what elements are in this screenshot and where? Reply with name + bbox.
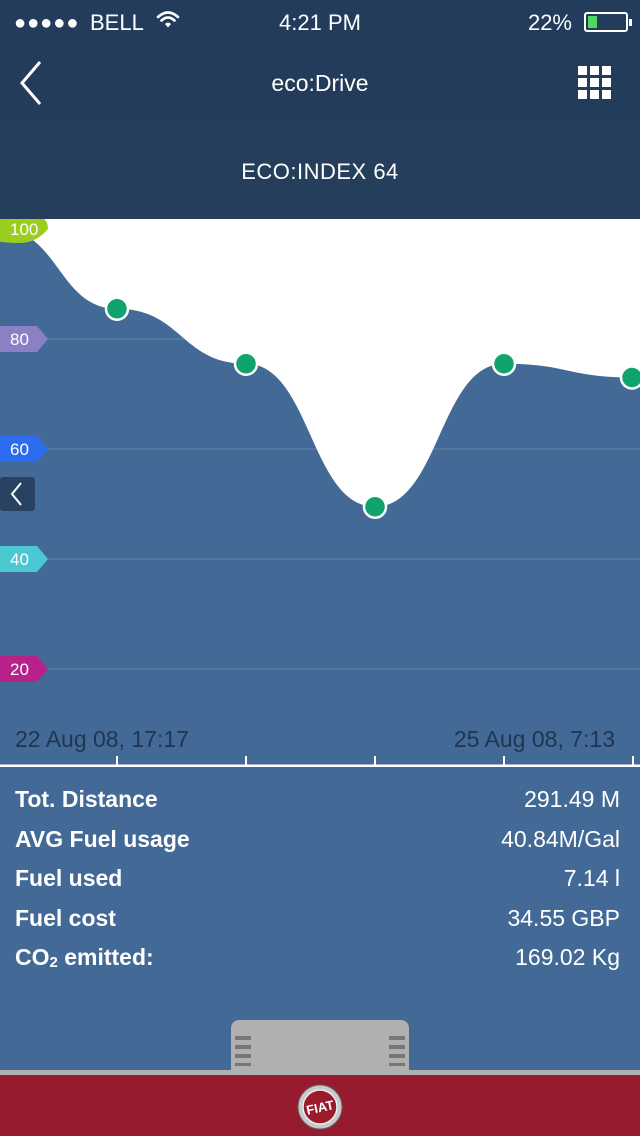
x-label-start: 22 Aug 08, 17:17: [15, 726, 189, 752]
y-tick-badge: [0, 219, 48, 243]
stat-row-fuel-used: Fuel used 7.14 l: [0, 859, 640, 899]
stat-value: 7.14 l: [563, 865, 620, 891]
stat-label: Tot. Distance: [15, 786, 158, 812]
signal-strength: ●●●●●: [14, 12, 80, 34]
battery-percent: 22%: [527, 10, 572, 35]
x-label-end: 25 Aug 08, 7:13: [454, 726, 615, 752]
grip-icon: [389, 1036, 405, 1066]
chevron-left-icon[interactable]: [14, 58, 54, 108]
data-point: [233, 351, 259, 376]
y-tick-badge: [0, 546, 48, 572]
y-tick-label: 80: [10, 330, 29, 349]
page-title: eco:Drive: [271, 70, 369, 96]
data-point: [491, 351, 517, 376]
y-tick-label: 60: [10, 440, 29, 459]
wifi-icon: [156, 11, 180, 28]
stat-row-co2: CO2 emitted: 169.02 Kg: [0, 938, 640, 978]
data-point: [104, 296, 130, 321]
eco-index-header: ECO:INDEX 64: [0, 122, 640, 219]
y-tick-label: 100: [10, 220, 38, 239]
stat-row-distance: Tot. Distance 291.49 M: [0, 780, 640, 820]
trip-stats: Tot. Distance 291.49 M AVG Fuel usage 40…: [0, 780, 640, 978]
svg-text:FIAT: FIAT: [305, 1097, 335, 1117]
stat-value: 40.84M/Gal: [501, 825, 620, 852]
y-tick-badge: [0, 326, 48, 352]
status-bar: ●●●●● BELL 4:21 PM 22%: [0, 0, 640, 44]
stat-label: Fuel cost: [15, 904, 116, 931]
drawer-handle[interactable]: [231, 1020, 409, 1074]
stat-label: Fuel used: [15, 865, 123, 891]
data-point: [362, 494, 388, 519]
stat-value: 169.02 Kg: [515, 944, 620, 970]
bottom-bar: FIAT: [0, 1070, 640, 1136]
stat-row-avg-fuel: AVG Fuel usage 40.84M/Gal: [0, 820, 640, 860]
scroll-left-button[interactable]: [0, 477, 35, 511]
stat-label: AVG Fuel usage: [15, 825, 190, 852]
y-tick-badge: [0, 656, 48, 682]
clock: 4:21 PM: [279, 10, 361, 35]
grid-icon[interactable]: [578, 66, 612, 100]
stat-label: CO2 emitted:: [15, 944, 154, 971]
nav-bar: eco:Drive: [0, 44, 640, 122]
grip-icon: [235, 1036, 251, 1066]
chart-area: [0, 229, 640, 767]
stat-row-fuel-cost: Fuel cost 34.55 GBP: [0, 899, 640, 939]
y-tick-badge: [0, 436, 48, 462]
fiat-logo[interactable]: FIAT: [297, 1084, 343, 1130]
carrier-name: BELL: [90, 10, 144, 35]
battery-icon: [584, 12, 632, 32]
data-point: [619, 365, 640, 390]
eco-index-label: ECO:INDEX 64: [241, 159, 399, 184]
chevron-left-icon: [10, 482, 22, 506]
stat-value: 291.49 M: [524, 786, 620, 812]
stat-value: 34.55 GBP: [507, 904, 620, 931]
eco-index-chart: 22 Aug 08, 17:17 25 Aug 08, 7:13 100 80 60 40…: [0, 219, 640, 767]
y-tick-label: 20: [10, 660, 29, 679]
chart-canvas: 22 Aug 08, 17:17 25 Aug 08, 7:13 100 80 60 40…: [0, 219, 640, 767]
y-tick-label: 40: [10, 550, 29, 569]
